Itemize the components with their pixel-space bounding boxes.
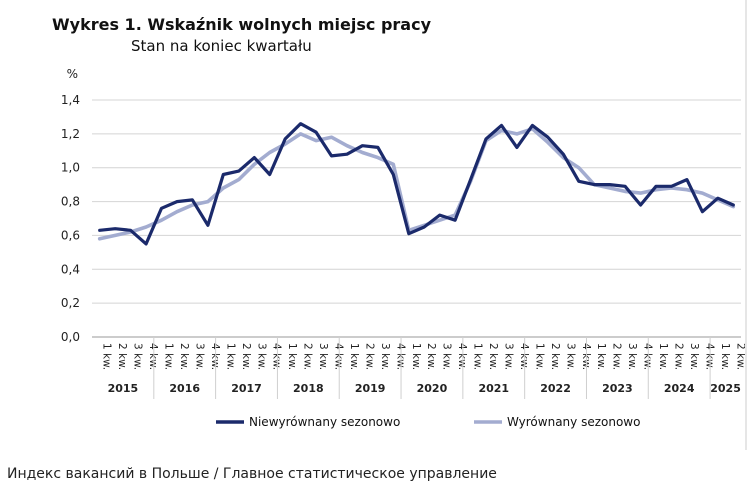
y-tick-label: 1,2 — [61, 127, 80, 141]
y-tick-label: 0,8 — [61, 195, 80, 209]
x-tick-label: 2 kw. — [240, 343, 252, 370]
y-tick-label: 0,0 — [61, 330, 80, 344]
x-tick-label: 4 kw. — [642, 343, 654, 370]
x-tick-label: 4 kw. — [333, 343, 345, 370]
x-tick-label: 3 kw. — [317, 343, 329, 370]
x-tick-label: 4 kw. — [209, 343, 221, 370]
year-label: 2023 — [602, 382, 633, 395]
year-label: 2022 — [540, 382, 571, 395]
year-label: 2017 — [231, 382, 262, 395]
x-tick-label: 3 kw. — [626, 343, 638, 370]
x-tick-label: 2 kw. — [672, 343, 684, 370]
x-tick-label: 1 kw. — [410, 343, 422, 370]
x-tick-label: 2 kw. — [116, 343, 128, 370]
x-tick-labels: 1 kw. 2 kw. 3 kw. 4 kw. 1 kw. 2 kw. 3 kw. 4 kw.… — [101, 337, 746, 399]
year-label: 2016 — [169, 382, 200, 395]
x-tick-label: 1 kw. — [595, 343, 607, 370]
x-tick-label: 2 kw. — [487, 343, 499, 370]
x-tick-label: 2 kw. — [734, 343, 746, 370]
y-tick-label: 0,4 — [61, 262, 80, 276]
series-line-wyrownany — [97, 127, 736, 241]
y-tick-label: 0,2 — [61, 296, 80, 310]
year-label: 2021 — [478, 382, 509, 395]
chart-title: Wykres 1. Wskaźnik wolnych miejsc pracy — [52, 15, 432, 34]
series-line-niewyrownany — [98, 122, 735, 246]
x-tick-label: 1 kw. — [348, 343, 360, 370]
image-caption: Индекс вакансий в Польше / Главное стати… — [7, 466, 497, 482]
y-tick-label: 0,6 — [61, 228, 80, 242]
y-tick-label: 1,0 — [61, 161, 80, 175]
x-tick-label: 2 kw. — [302, 343, 314, 370]
x-tick-label: 3 kw. — [441, 343, 453, 370]
x-tick-label: 4 kw. — [147, 343, 159, 370]
year-label: 2019 — [355, 382, 386, 395]
x-tick-label: 1 kw. — [163, 343, 175, 370]
year-label: 2018 — [293, 382, 324, 395]
x-tick-label: 1 kw. — [101, 343, 113, 370]
year-label: 2025 — [710, 382, 741, 395]
chart-subtitle: Stan na koniec kwartału — [131, 37, 312, 55]
x-tick-label: 2 kw. — [178, 343, 190, 370]
y-tick-labels: 0,0 0,2 0,4 0,6 0,8 1,0 1,2 1,4 — [61, 93, 80, 344]
x-tick-label: 4 kw. — [518, 343, 530, 370]
chart-svg: Wykres 1. Wskaźnik wolnych miejsc pracy … — [52, 15, 746, 429]
series-lines — [97, 122, 736, 246]
x-tick-label: 3 kw. — [502, 343, 514, 370]
x-tick-label: 3 kw. — [564, 343, 576, 370]
gridlines — [92, 99, 741, 338]
year-label: 2024 — [664, 382, 695, 395]
x-tick-label: 3 kw. — [193, 343, 205, 370]
y-axis-label: % — [67, 67, 78, 81]
legend: Niewyrównany sezonowo Wyrównany sezonowo — [216, 415, 640, 429]
x-tick-label: 2 kw. — [611, 343, 623, 370]
x-tick-label: 1 kw. — [533, 343, 545, 370]
legend-label-wyrownany: Wyrównany sezonowo — [507, 415, 640, 429]
x-tick-label: 1 kw. — [719, 343, 731, 370]
y-tick-label: 1,4 — [61, 93, 80, 107]
x-tick-label: 4 kw. — [703, 343, 715, 370]
x-tick-label: 3 kw. — [132, 343, 144, 370]
x-tick-label: 1 kw. — [657, 343, 669, 370]
x-tick-label: 2 kw. — [549, 343, 561, 370]
x-tick-label: 1 kw. — [472, 343, 484, 370]
x-tick-label: 2 kw. — [425, 343, 437, 370]
x-tick-label: 1 kw. — [286, 343, 298, 370]
x-tick-label: 1 kw. — [224, 343, 236, 370]
frame-edge — [745, 0, 747, 450]
x-tick-label: 4 kw. — [271, 343, 283, 370]
chart: Wykres 1. Wskaźnik wolnych miejsc pracy … — [52, 15, 746, 429]
x-tick-label: 3 kw. — [688, 343, 700, 370]
x-tick-label: 4 kw. — [456, 343, 468, 370]
x-tick-label: 3 kw. — [255, 343, 267, 370]
year-label: 2015 — [108, 382, 139, 395]
x-tick-label: 2 kw. — [363, 343, 375, 370]
x-tick-label: 3 kw. — [379, 343, 391, 370]
legend-label-niewyrownany: Niewyrównany sezonowo — [249, 415, 400, 429]
x-tick-label: 4 kw. — [580, 343, 592, 370]
year-label: 2020 — [417, 382, 448, 395]
x-tick-label: 4 kw. — [394, 343, 406, 370]
